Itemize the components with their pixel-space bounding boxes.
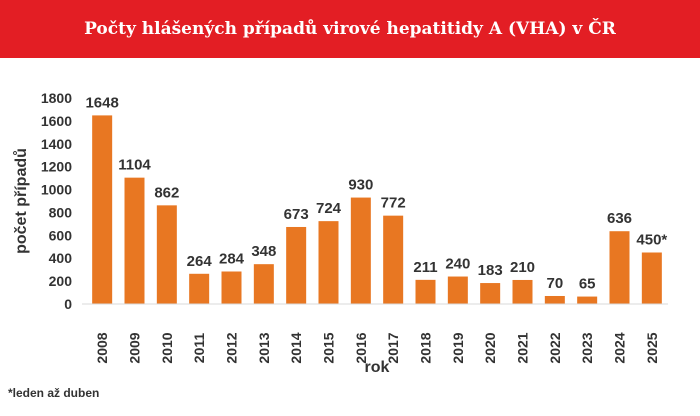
- y-axis-label: počet případů: [13, 148, 30, 254]
- x-axis-label: rok: [365, 359, 390, 376]
- bar: [447, 276, 468, 304]
- x-tick-label: 2010: [159, 332, 175, 363]
- bar-chart: 0 200 400 600 800 1000 1200 1400 1600 1800 1648 11…: [13, 90, 668, 376]
- x-tick-label: 2012: [224, 332, 240, 363]
- data-label: 210: [510, 259, 535, 276]
- bar: [156, 205, 177, 304]
- bar: [544, 295, 565, 304]
- y-tick-label: 1800: [41, 90, 72, 106]
- x-tick-label: 2019: [450, 332, 466, 363]
- bar: [221, 271, 242, 304]
- data-label: 284: [219, 250, 245, 267]
- data-label: 211: [413, 259, 437, 276]
- data-label: 348: [251, 243, 276, 260]
- data-label: 65: [579, 276, 596, 293]
- data-label: 183: [478, 262, 503, 279]
- title-bar: Počty hlášených případů virové hepatitid…: [0, 0, 700, 58]
- data-label: 673: [284, 206, 309, 223]
- x-tick-label: 2024: [612, 332, 628, 363]
- bars: [92, 115, 662, 304]
- data-label: 1104: [118, 157, 151, 174]
- bar: [350, 197, 371, 304]
- data-label: 70: [546, 275, 563, 292]
- x-tick-label: 2013: [256, 332, 272, 363]
- x-tick-label: 2015: [321, 332, 337, 363]
- bar: [286, 226, 307, 304]
- y-tick-label: 1200: [41, 159, 72, 175]
- x-tick-label: 2022: [547, 332, 563, 363]
- data-label: 636: [607, 210, 632, 227]
- bar: [189, 273, 210, 304]
- data-label: 724: [316, 200, 342, 217]
- x-tick-label: 2021: [515, 332, 531, 363]
- y-axis-ticks: 0 200 400 600 800 1000 1200 1400 1600 1800: [41, 90, 72, 312]
- x-tick-label: 2014: [288, 332, 304, 363]
- bar: [318, 221, 339, 304]
- footnote: *leden až duben: [8, 386, 100, 400]
- chart-title: Počty hlášených případů virové hepatitid…: [84, 19, 616, 39]
- y-tick-label: 0: [64, 296, 72, 312]
- data-label: 450*: [636, 232, 667, 249]
- y-tick-label: 1600: [41, 113, 72, 129]
- data-label: 240: [445, 256, 470, 273]
- x-tick-label: 2016: [353, 332, 369, 363]
- y-tick-label: 1400: [41, 136, 72, 152]
- data-label: 862: [154, 184, 179, 201]
- x-tick-label: 2023: [579, 332, 595, 363]
- x-tick-label: 2017: [385, 332, 401, 363]
- bar: [415, 279, 436, 304]
- x-tick-label: 2020: [482, 332, 498, 363]
- x-tick-label: 2009: [127, 332, 143, 363]
- bar: [124, 177, 145, 304]
- x-tick-label: 2018: [418, 332, 434, 363]
- y-tick-label: 200: [49, 273, 73, 289]
- data-label: 264: [187, 253, 213, 270]
- bar: [609, 231, 630, 304]
- x-tick-label: 2025: [644, 332, 660, 363]
- bar: [577, 296, 598, 304]
- data-label: 930: [348, 177, 373, 194]
- y-tick-label: 600: [49, 227, 73, 243]
- x-axis-ticks: 2008 2009 2010 2011 2012 2013 2014 2015 2016 2017…: [94, 332, 660, 363]
- data-label: 1648: [85, 94, 118, 111]
- x-tick-label: 2008: [94, 332, 110, 363]
- y-tick-label: 800: [49, 204, 73, 220]
- y-tick-label: 400: [49, 250, 73, 266]
- bar: [480, 283, 501, 304]
- y-tick-label: 1000: [41, 182, 72, 198]
- bar: [92, 115, 113, 304]
- bar: [641, 252, 662, 304]
- x-tick-label: 2011: [191, 333, 207, 364]
- data-label: 772: [381, 195, 406, 212]
- bar: [383, 215, 404, 304]
- bar: [512, 279, 533, 304]
- bar: [253, 264, 274, 304]
